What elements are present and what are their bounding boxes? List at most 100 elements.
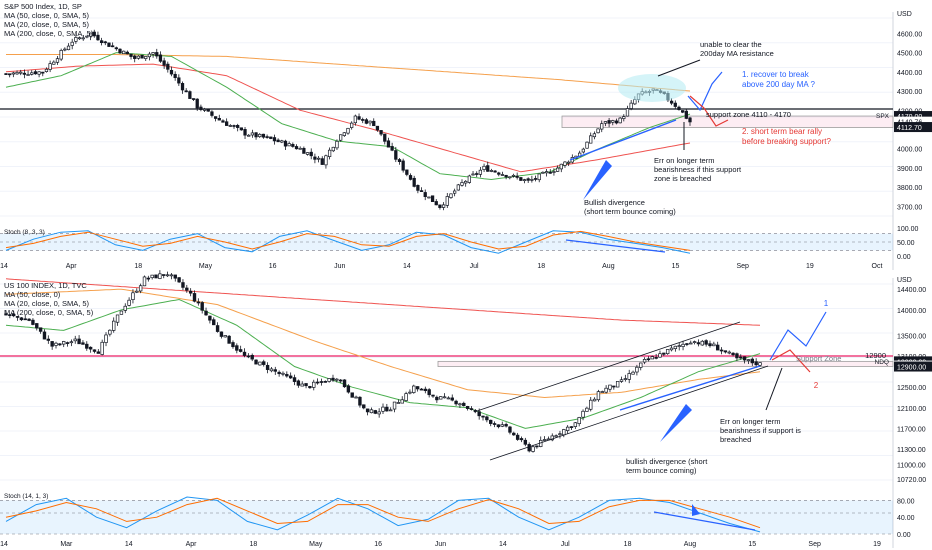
candle-body <box>291 144 295 147</box>
candle <box>55 55 60 65</box>
candle <box>684 109 688 120</box>
price-tick-label: 13500.00 <box>897 334 926 341</box>
x-tick-label: 18 <box>250 541 258 548</box>
candle-body <box>500 424 504 427</box>
candle-body <box>552 171 556 173</box>
candle <box>441 202 446 211</box>
candle <box>88 32 93 41</box>
candle-body <box>665 349 670 355</box>
candle <box>339 134 343 142</box>
candle <box>135 288 139 294</box>
candle <box>50 341 54 350</box>
candle-body <box>492 423 497 425</box>
candle-body <box>419 388 424 391</box>
x-tick-label: 19 <box>873 541 881 548</box>
candle-body <box>46 338 51 341</box>
candle-body <box>400 399 404 404</box>
candle-body <box>283 140 288 147</box>
candle-body <box>277 371 281 375</box>
candle-body <box>372 120 376 127</box>
candle <box>111 42 115 48</box>
candle <box>169 272 174 280</box>
candle <box>4 73 8 75</box>
candle-body <box>331 146 335 152</box>
price-tick-label: 12500.00 <box>897 385 926 392</box>
x-tick-label: 14 <box>125 541 133 548</box>
candle <box>323 380 327 383</box>
candle <box>589 397 593 412</box>
candle <box>541 171 545 174</box>
support-zone-annotation: support zone 4110 - 4170 <box>706 110 791 119</box>
candle-body <box>489 170 494 172</box>
candle-body <box>565 426 570 431</box>
bottom-legend-ma50[interactable]: MA (50, close, 0) <box>4 290 61 299</box>
candle <box>291 142 295 148</box>
candle <box>581 147 585 154</box>
candle <box>165 271 170 278</box>
candle-body <box>243 129 247 136</box>
candle <box>489 168 494 173</box>
candle <box>327 147 332 160</box>
candle <box>559 163 563 173</box>
candle <box>439 396 443 400</box>
x-tick-label: May <box>199 263 213 270</box>
candle-body <box>508 176 512 179</box>
resistance-highlight <box>618 74 686 102</box>
bottom-legend-ma20[interactable]: MA (20, close, 0, SMA, 5) <box>4 299 90 308</box>
top-legend-title[interactable]: S&P 500 Index, 1D, SP <box>4 2 82 11</box>
candle <box>512 431 516 436</box>
candle-body <box>441 204 446 208</box>
candle-body <box>600 391 604 393</box>
price-tick-label: 4600.00 <box>897 31 922 38</box>
candle <box>465 405 470 411</box>
candle-body <box>210 111 214 116</box>
candle-body <box>723 350 728 353</box>
candle-body <box>77 37 82 40</box>
candle <box>377 408 381 418</box>
bottom-legend-title[interactable]: US 100 INDEX, 1D, TVC <box>4 281 87 290</box>
price-badge-label: 4112.70 <box>897 125 922 132</box>
candle <box>246 353 251 359</box>
divergence-annotation: (short term bounce coming) <box>584 207 676 216</box>
top-legend-ma200[interactable]: MA (200, close, 0, SMA, 5) <box>4 29 94 38</box>
candle <box>431 394 435 398</box>
candle <box>618 116 622 124</box>
bottom-legend-ma200[interactable]: MA (200, close, 0, SMA, 5) <box>4 308 94 317</box>
candle-body <box>300 383 304 387</box>
candle <box>750 357 755 366</box>
candle-body <box>127 299 131 306</box>
top-legend-ma50[interactable]: MA (50, close, 0, SMA, 5) <box>4 11 90 20</box>
candle-body <box>191 98 196 100</box>
candle-body <box>527 444 531 452</box>
top-legend-ma20[interactable]: MA (20, close, 0, SMA, 5) <box>4 20 90 29</box>
candle <box>188 288 193 297</box>
candle-body <box>758 362 762 366</box>
candle <box>265 362 270 374</box>
stoch-k-line <box>5 496 761 533</box>
candle <box>142 275 147 287</box>
candle <box>482 163 486 172</box>
candle-body <box>696 342 701 345</box>
candle-body <box>404 393 408 401</box>
candle-body <box>544 171 549 174</box>
candle-body <box>8 73 12 76</box>
candle <box>665 349 670 355</box>
candle-body <box>368 120 372 124</box>
x-tick-label: 19 <box>806 263 814 270</box>
candle <box>38 327 43 334</box>
candle <box>550 433 554 442</box>
candle-body <box>215 325 220 332</box>
candle-body <box>592 133 597 138</box>
candle <box>85 341 89 351</box>
support-zone-band <box>437 360 894 367</box>
candle <box>33 69 38 75</box>
candle-body <box>331 377 335 381</box>
candle <box>715 341 720 351</box>
candle-body <box>258 361 262 366</box>
candle <box>324 154 328 169</box>
candle-body <box>623 378 628 380</box>
candle <box>475 171 479 178</box>
candle <box>746 359 751 364</box>
stoch-tick-label: 50.00 <box>897 240 915 247</box>
